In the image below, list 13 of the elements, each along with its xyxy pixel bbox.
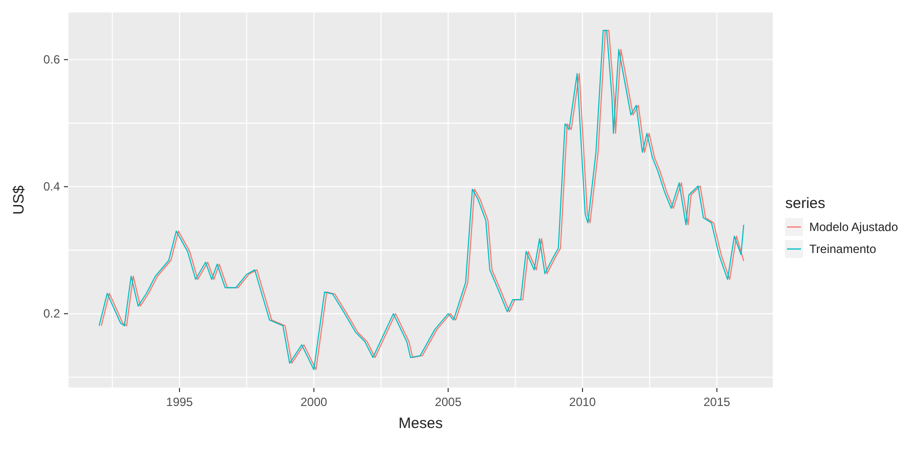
x-axis-title: Meses (398, 415, 443, 432)
x-tick-label: 2010 (569, 395, 596, 409)
y-axis-title: US$ (10, 184, 28, 215)
legend-label: Treinamento (808, 240, 878, 258)
x-tick-label: 2000 (300, 395, 328, 409)
legend-title: series (785, 194, 826, 212)
legend-label: Modelo Ajustado (808, 218, 898, 236)
y-tick-label: 0.6 (43, 52, 60, 67)
x-tick-label: 2005 (434, 395, 462, 409)
y-tick-label: 0.4 (43, 180, 60, 194)
y-tick-label: 0.2 (43, 306, 60, 321)
x-tick-label: 1995 (166, 395, 194, 409)
x-tick-label: 2015 (703, 395, 731, 409)
